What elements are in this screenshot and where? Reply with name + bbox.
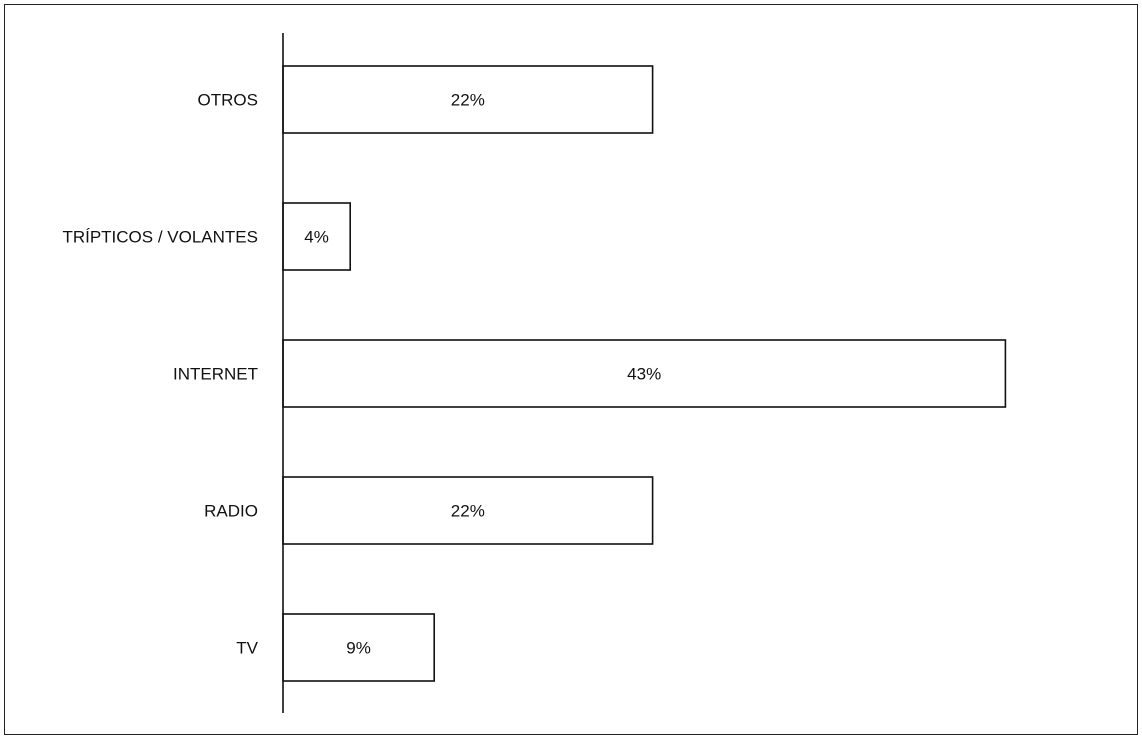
- value-label-tr-pticos-volantes: 4%: [304, 228, 329, 247]
- value-labels: 22% 4% 43% 22% 9%: [304, 91, 661, 658]
- category-label-otros: OTROS: [198, 91, 258, 110]
- value-label-tv: 9%: [346, 639, 371, 658]
- bar-tr-pticos-volantes: [282, 202, 351, 271]
- category-label-tr-pticos-volantes: TRÍPTICOS / VOLANTES: [62, 228, 258, 247]
- bars-layer: [282, 65, 1007, 682]
- category-label-radio: RADIO: [204, 502, 258, 521]
- bar-chart: OTROS TRÍPTICOS / VOLANTES INTERNET RADIO TV…: [62, 33, 1007, 713]
- value-label-internet: 43%: [627, 365, 661, 384]
- bar-tv: [282, 613, 435, 682]
- bar-radio: [282, 476, 654, 545]
- bar-internet: [282, 339, 1007, 408]
- category-labels: OTROS TRÍPTICOS / VOLANTES INTERNET RADIO TV: [62, 91, 258, 658]
- bar-otros: [282, 65, 654, 134]
- value-label-otros: 22%: [451, 91, 485, 110]
- category-label-internet: INTERNET: [173, 365, 258, 384]
- category-label-tv: TV: [236, 639, 258, 658]
- value-label-radio: 22%: [451, 502, 485, 521]
- chart-frame: OTROS TRÍPTICOS / VOLANTES INTERNET RADIO TV…: [4, 4, 1138, 735]
